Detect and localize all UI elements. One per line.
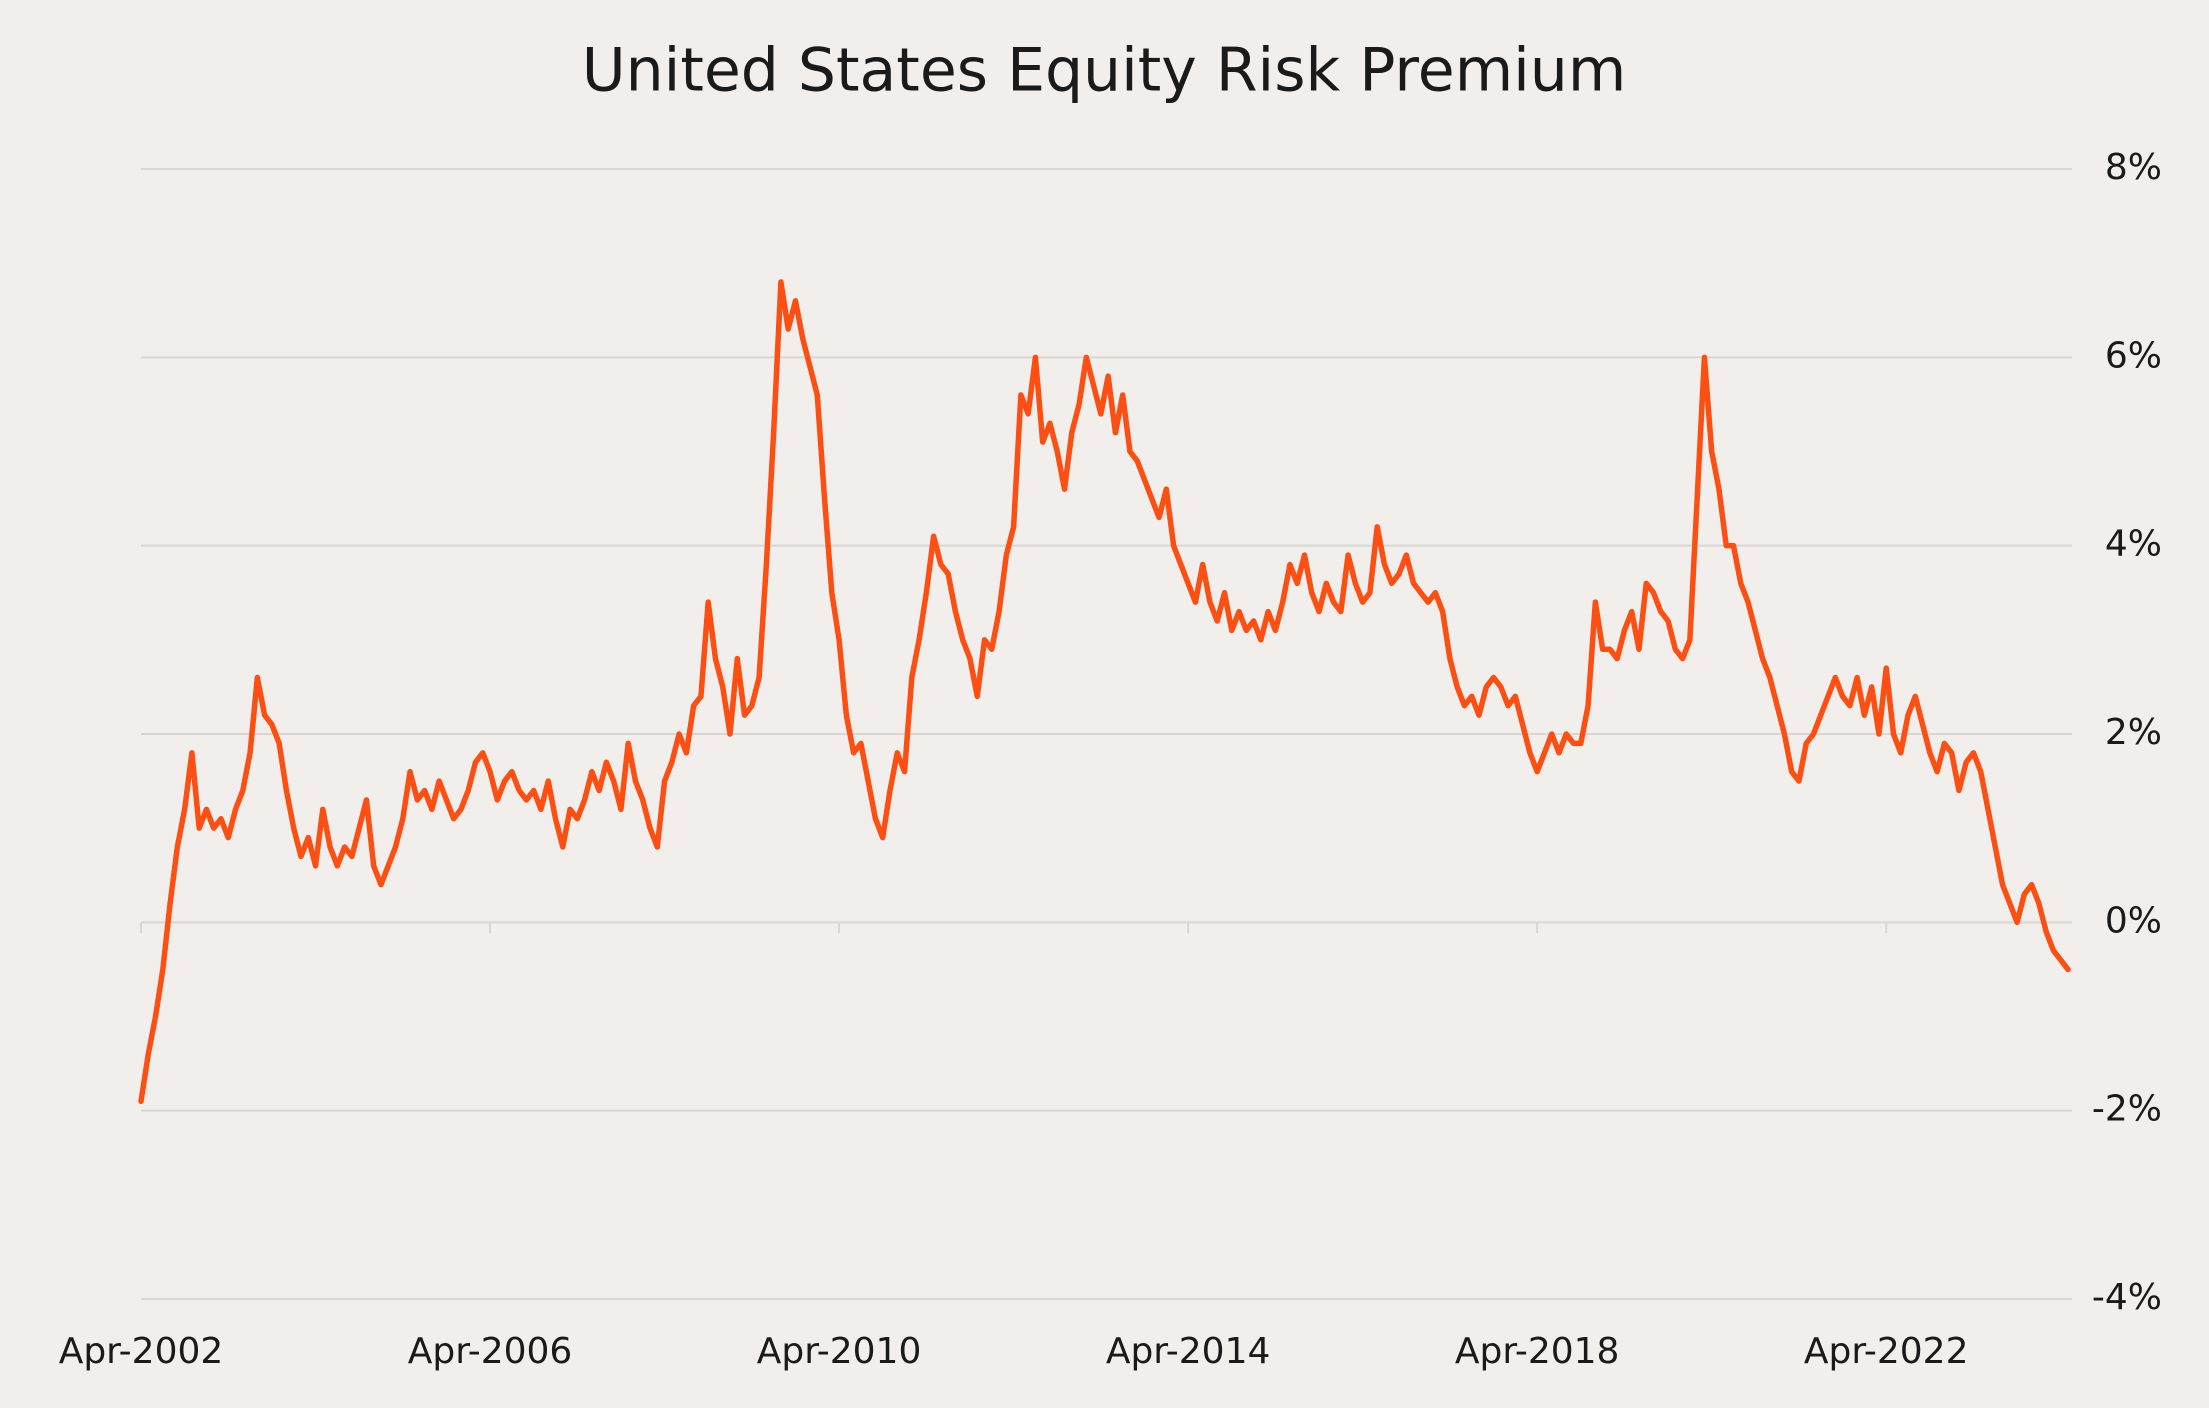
y-tick-label: 0% (2105, 900, 2162, 941)
x-tick-label: Apr-2022 (1804, 1331, 1969, 1372)
x-tick-label: Apr-2006 (408, 1331, 573, 1372)
y-tick-label: -2% (2092, 1089, 2162, 1130)
x-tick-label: Apr-2002 (59, 1331, 224, 1372)
chart-title: United States Equity Risk Premium (582, 36, 1627, 106)
y-tick-label: 2% (2105, 712, 2162, 753)
data-line (138, 279, 2071, 1104)
y-tick-label: -4% (2092, 1277, 2162, 1318)
y-tick-label: 4% (2105, 524, 2162, 565)
x-tick-label: Apr-2014 (1106, 1331, 1271, 1372)
y-tick-label: 8% (2105, 147, 2162, 188)
x-tick-label: Apr-2010 (757, 1331, 922, 1372)
x-tick-label: Apr-2018 (1455, 1331, 1620, 1372)
y-tick-label: 6% (2105, 335, 2162, 376)
